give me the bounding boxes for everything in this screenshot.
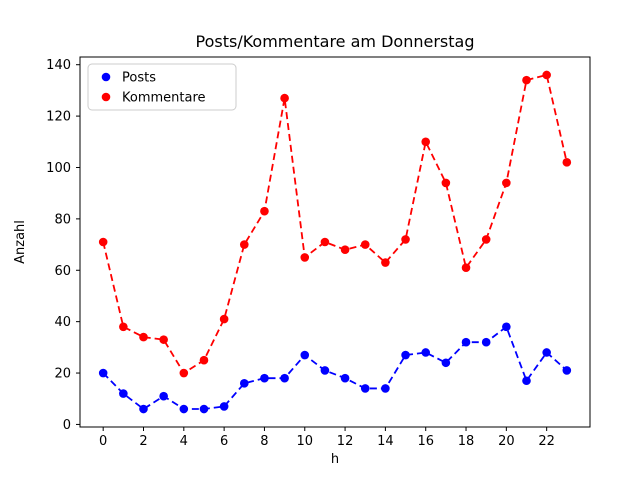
data-point-kommentare	[360, 240, 370, 249]
data-point-kommentare	[159, 335, 168, 344]
x-tick-label: 14	[377, 434, 394, 449]
x-axis-label: h	[331, 452, 339, 467]
series-line-posts	[102, 325, 568, 411]
data-point-kommentare	[542, 70, 551, 80]
x-tick-label: 6	[220, 434, 228, 449]
data-point-kommentare	[381, 258, 390, 267]
data-point-kommentare	[119, 322, 128, 332]
data-point-kommentare	[481, 235, 491, 244]
data-point-posts	[542, 348, 551, 357]
data-point-posts	[481, 337, 491, 347]
y-tick-label: 80	[54, 212, 71, 227]
data-point-posts	[139, 404, 148, 414]
data-point-posts	[199, 404, 209, 414]
data-point-kommentare	[421, 137, 431, 147]
data-point-posts	[219, 402, 229, 411]
data-point-kommentare	[98, 237, 108, 247]
data-point-posts	[239, 379, 249, 388]
data-point-kommentare	[522, 75, 531, 85]
plot-border	[79, 56, 591, 428]
data-point-posts	[340, 373, 350, 383]
data-point-posts	[280, 373, 289, 383]
y-tick-label: 100	[46, 161, 71, 176]
x-tick-label: 4	[180, 434, 188, 449]
data-point-kommentare	[179, 368, 189, 378]
legend-box	[87, 63, 237, 111]
data-point-kommentare	[239, 240, 249, 249]
data-point-kommentare	[461, 263, 471, 272]
data-point-kommentare	[139, 332, 148, 342]
legend-label-posts: Posts	[122, 71, 156, 86]
data-point-kommentare	[320, 237, 330, 247]
data-point-posts	[381, 384, 390, 393]
data-point-posts	[360, 384, 370, 393]
x-tick-label: 16	[417, 434, 434, 449]
data-point-posts	[320, 366, 330, 375]
chart-title: Posts/Kommentare am Donnerstag	[196, 32, 475, 51]
data-point-posts	[159, 391, 168, 401]
x-tick-label: 0	[99, 434, 107, 449]
plot-area: 0 2 4 6 8 10 12 14 16 18 20 22 0 20 40 60 80 100 120 140 Pos…	[46, 56, 591, 449]
x-tick-label: 20	[498, 434, 515, 449]
data-point-posts	[119, 389, 128, 398]
x-tick-label: 8	[260, 434, 268, 449]
data-point-kommentare	[441, 178, 451, 188]
y-tick-label: 140	[46, 58, 71, 73]
legend-marker-posts	[101, 72, 111, 82]
data-point-posts	[98, 368, 108, 378]
data-point-posts	[562, 366, 572, 375]
data-point-posts	[179, 404, 189, 414]
y-tick-label: 120	[46, 110, 71, 125]
series-line-kommentare	[102, 73, 568, 375]
data-point-posts	[260, 373, 269, 383]
data-point-posts	[522, 376, 531, 386]
y-axis-label: Anzahl	[13, 220, 28, 264]
x-tick-label: 18	[458, 434, 475, 449]
data-point-posts	[300, 350, 310, 360]
x-tick-label: 2	[139, 434, 147, 449]
legend: Posts Kommentare	[87, 63, 237, 111]
data-point-posts	[461, 337, 471, 347]
data-point-kommentare	[260, 206, 269, 216]
data-point-kommentare	[300, 253, 310, 262]
data-point-kommentare	[280, 93, 289, 103]
y-tick-label: 60	[54, 264, 71, 279]
data-point-posts	[401, 350, 410, 360]
data-point-posts	[441, 358, 451, 368]
legend-label-kommentare: Kommentare	[122, 91, 206, 106]
y-tick-label: 40	[54, 315, 71, 330]
data-point-posts	[421, 348, 431, 357]
data-point-kommentare	[401, 235, 410, 244]
legend-marker-kommentare	[101, 92, 111, 102]
y-tick-label: 0	[63, 418, 71, 433]
x-tick-label: 12	[337, 434, 354, 449]
x-tick-label: 22	[538, 434, 555, 449]
data-point-kommentare	[502, 178, 511, 188]
data-point-kommentare	[219, 314, 229, 324]
data-point-kommentare	[340, 245, 350, 255]
data-point-posts	[502, 322, 511, 332]
data-point-kommentare	[199, 355, 209, 365]
y-tick-label: 20	[54, 367, 71, 382]
x-tick-label: 10	[296, 434, 313, 449]
data-point-kommentare	[562, 158, 572, 167]
